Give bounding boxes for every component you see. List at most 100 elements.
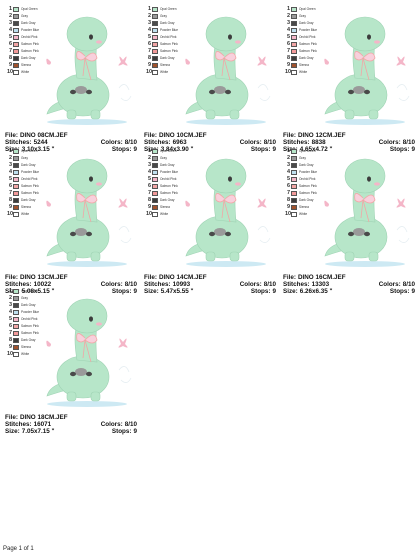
legend-row: 6 Salmon Pink: [146, 41, 186, 48]
head: [344, 158, 386, 194]
eye: [367, 176, 371, 182]
thread-swatch: [291, 170, 297, 175]
thread-name: Salmon Pink: [21, 42, 39, 46]
thread-name: White: [160, 212, 169, 216]
file-field: File: DINO 10CM.JEF: [144, 132, 207, 139]
stitches-field: Stitches: 8838: [283, 139, 326, 146]
thread-number: 4: [147, 27, 151, 33]
thread-name: Dark Gray: [299, 163, 314, 167]
thread-name: Salmon Pink: [21, 331, 39, 335]
thread-number: 10: [7, 69, 14, 75]
spot: [75, 86, 87, 94]
thread-swatch: [13, 296, 19, 301]
thread-number: 7: [8, 48, 12, 54]
stitches-value: 6963: [172, 139, 187, 146]
legend-row: 4 Powder Blue: [146, 169, 186, 176]
file-value: DINO 14CM.JEF: [158, 274, 207, 281]
water: [47, 261, 127, 267]
stops-field: Stops: 9: [112, 146, 137, 153]
size-label: Size:: [144, 146, 159, 153]
thread-name: White: [21, 70, 30, 74]
thread-number: 7: [147, 190, 151, 196]
thread-swatch: [152, 63, 158, 68]
thread-number: 7: [286, 48, 290, 54]
dino: [324, 158, 410, 267]
thread-name: Gray: [21, 156, 28, 160]
file-field: File: DINO 14CM.JEF: [144, 274, 207, 281]
thread-name: Salmon Pink: [299, 184, 317, 188]
water: [186, 119, 266, 125]
thread-number: 10: [7, 211, 14, 217]
body: [56, 355, 110, 399]
thread-number: 5: [8, 34, 12, 40]
head: [66, 298, 108, 334]
cheek: [96, 182, 102, 186]
legend-row: 1 Opal Green: [7, 148, 47, 155]
colors-field: Colors: 8/10: [240, 281, 276, 288]
stops-field: Stops: 9: [390, 146, 415, 153]
spot: [75, 368, 87, 376]
thread-swatch: [13, 191, 19, 196]
file-value: DINO 12CM.JEF: [297, 132, 346, 139]
spot: [364, 89, 370, 95]
thread-name: Dark Gray: [21, 21, 36, 25]
file-label: File:: [283, 274, 296, 281]
spot: [86, 231, 92, 237]
legend-row: 9 Sienna: [146, 204, 186, 211]
bow: [76, 51, 98, 81]
water: [47, 401, 127, 407]
head: [66, 16, 108, 52]
thread-name: White: [21, 352, 30, 356]
thread-name: Sienna: [21, 63, 31, 67]
thread-number: 3: [147, 20, 151, 26]
thread-number: 1: [8, 6, 12, 12]
file-field: File: DINO 08CM.JEF: [5, 132, 68, 139]
legend-row: 2 Gray: [7, 13, 47, 20]
thread-name: Gray: [21, 14, 28, 18]
water: [325, 261, 405, 267]
size-label: Size:: [5, 146, 20, 153]
thread-name: Dark Gray: [299, 21, 314, 25]
thread-name: Powder Blue: [299, 170, 318, 174]
butterfly: [118, 338, 128, 348]
thread-name: Sienna: [299, 63, 309, 67]
thread-name: Orchid Pink: [21, 35, 38, 39]
colors-label: Colors:: [378, 281, 401, 288]
legend-row: 5 Orchid Pink: [146, 176, 186, 183]
size-value: 4.65x4.72 ": [299, 146, 333, 153]
dino-illustration: [46, 158, 132, 267]
size-value: 7.05x7.15 ": [21, 428, 55, 435]
thread-name: Dark Gray: [21, 198, 36, 202]
butterfly-small: [46, 340, 51, 347]
stops-value: 9: [272, 146, 276, 153]
swirl: [257, 84, 271, 101]
thread-number: 7: [8, 330, 12, 336]
legend-row: 10 White: [285, 211, 325, 218]
thread-number: 4: [8, 309, 12, 315]
file-value: DINO 18CM.JEF: [19, 414, 68, 421]
colors-value: 8/10: [124, 421, 137, 428]
eye: [89, 316, 93, 322]
swirl: [118, 84, 132, 101]
thread-number: 2: [8, 13, 12, 19]
thread-number: 1: [147, 148, 151, 154]
thread-number: 1: [286, 148, 290, 154]
legend-row: 7 Salmon Pink: [146, 190, 186, 197]
legend-row: 4 Powder Blue: [285, 169, 325, 176]
body: [195, 215, 249, 259]
butterfly-small: [46, 200, 51, 207]
swirl: [118, 366, 132, 383]
thread-number: 5: [286, 34, 290, 40]
thread-number: 10: [7, 351, 14, 357]
thread-number: 1: [147, 6, 151, 12]
colors-field: Colors: 8/10: [101, 139, 137, 146]
body: [334, 73, 388, 117]
thread-number: 1: [286, 6, 290, 12]
thread-swatch: [13, 324, 19, 329]
size-value: 3.10x3.15 ": [21, 146, 55, 153]
body: [56, 73, 110, 117]
stitches-label: Stitches:: [5, 281, 32, 288]
stops-label: Stops:: [250, 288, 271, 295]
size-field: Size:4.65x4.72 ": [283, 146, 332, 153]
size-label: Size:: [5, 288, 20, 295]
